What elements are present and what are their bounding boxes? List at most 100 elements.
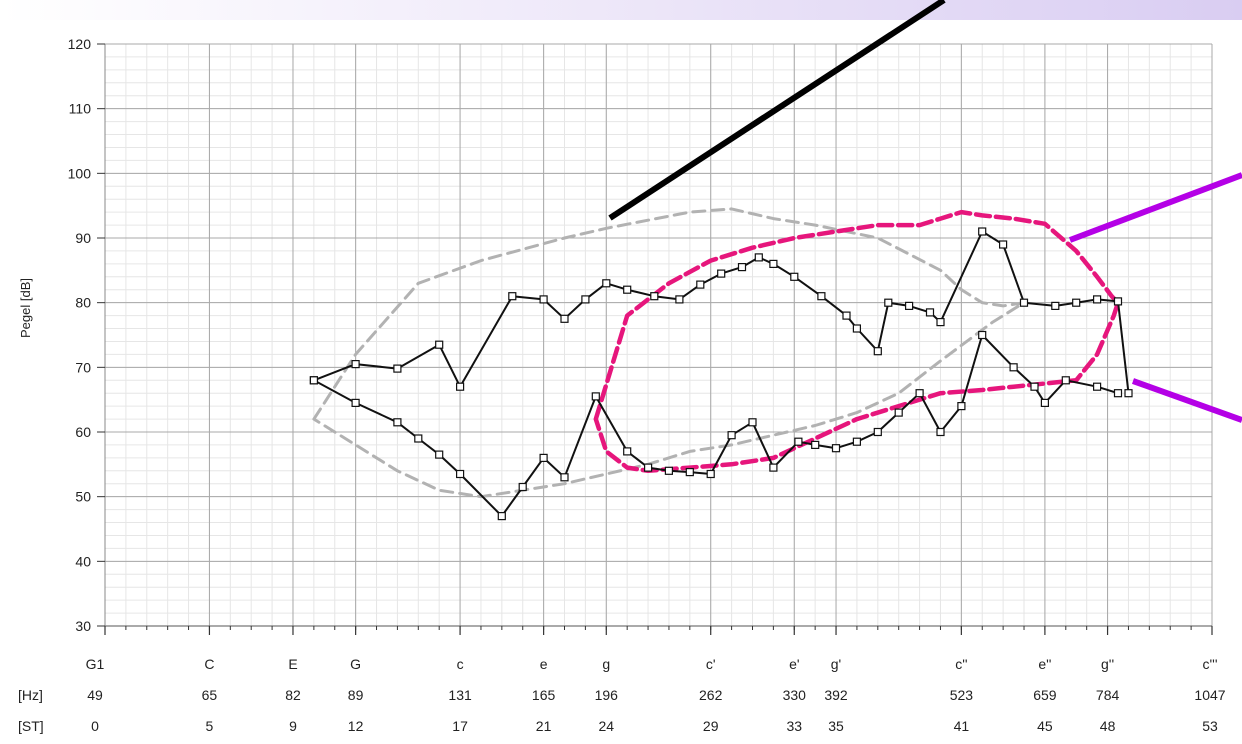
- x-row-value: 5: [206, 718, 214, 734]
- series-1-point: [309, 376, 318, 385]
- x-row-value: 0: [91, 718, 99, 734]
- pointer-line-violet-lower: [1131, 378, 1242, 423]
- series-0-point: [794, 437, 803, 446]
- series-0-point: [1030, 382, 1039, 391]
- series-0-point: [560, 473, 569, 482]
- x-row-value: 659: [1033, 687, 1057, 703]
- series-1-point: [925, 308, 935, 317]
- series-0-point: [1009, 363, 1018, 372]
- x-row-value: C: [204, 656, 214, 672]
- series-0-point: [706, 469, 715, 479]
- x-row-value: 17: [452, 718, 468, 734]
- y-tick-label: 120: [68, 36, 92, 52]
- series-1-point: [539, 295, 548, 304]
- series-1-point: [1072, 298, 1081, 307]
- series-0-point: [852, 437, 862, 446]
- series-0-point: [664, 466, 674, 475]
- x-row-value: G: [350, 656, 361, 672]
- series-1-point: [1019, 298, 1029, 307]
- x-row-value: E: [288, 656, 297, 672]
- x-row-value: 1047: [1194, 687, 1225, 703]
- x-row-value: 45: [1037, 718, 1053, 734]
- y-tick-label: 60: [75, 424, 91, 440]
- x-row-value: 41: [954, 718, 970, 734]
- series-1-point: [817, 292, 826, 301]
- x-row-value: 89: [348, 687, 364, 703]
- series-0-point: [894, 408, 903, 417]
- series-0-point: [591, 392, 600, 401]
- x-row-value: 784: [1096, 687, 1120, 703]
- series-1-point: [873, 347, 882, 356]
- x-row-value: g: [602, 656, 610, 672]
- x-row-value: 262: [699, 687, 723, 703]
- x-row-value: 523: [950, 687, 974, 703]
- series-0-point: [811, 440, 820, 449]
- series-0-point: [727, 431, 736, 440]
- series-0-point: [769, 463, 778, 472]
- series-0-point: [915, 389, 924, 398]
- series-0-point: [643, 463, 653, 472]
- series-1-point: [1124, 389, 1133, 398]
- x-row-value: 53: [1202, 718, 1218, 734]
- x-row-value: 196: [595, 687, 619, 703]
- series-1-point: [998, 240, 1008, 249]
- y-axis-label: Pegel [dB]: [18, 278, 33, 338]
- series-1-point: [435, 340, 444, 349]
- x-row-value: 35: [828, 718, 844, 734]
- series-0-point: [539, 453, 548, 462]
- series-1-point: [581, 295, 590, 304]
- series-0-point: [623, 447, 632, 456]
- x-row-value: 165: [532, 687, 556, 703]
- series-1-point: [508, 292, 517, 301]
- series-1-point: [754, 253, 763, 262]
- series-1-point: [936, 318, 945, 327]
- series-1-point: [717, 269, 726, 278]
- x-row-label: [ST]: [18, 718, 44, 734]
- x-row-label: [Hz]: [18, 687, 43, 703]
- x-row-value: 82: [285, 687, 301, 703]
- x-row-value: 131: [448, 687, 472, 703]
- x-row-value: 9: [289, 718, 297, 734]
- series-1-point: [769, 259, 778, 268]
- series-0-point: [831, 444, 841, 453]
- series-1-point: [884, 298, 893, 307]
- series-0-point: [351, 398, 360, 407]
- series-0-point: [456, 469, 465, 479]
- series-layer: [309, 207, 1133, 521]
- series-line-2: [312, 207, 1026, 499]
- x-row-value: e'': [1038, 656, 1051, 672]
- pointer-line-violet-upper: [1068, 172, 1242, 243]
- pointer-line-black: [608, 0, 946, 221]
- series-1-point: [675, 295, 684, 304]
- x-row-value: 330: [783, 687, 807, 703]
- y-tick-label: 90: [75, 230, 91, 246]
- x-row-value: 49: [87, 687, 103, 703]
- series-1-point: [852, 324, 862, 333]
- x-row-value: 24: [599, 718, 615, 734]
- series-1-point: [1092, 295, 1102, 304]
- series-1-point: [623, 285, 632, 294]
- series-0-point: [393, 418, 402, 427]
- series-1-point: [790, 272, 799, 281]
- series-1-point: [696, 280, 705, 289]
- x-row-value: 48: [1100, 718, 1116, 734]
- y-tick-label: 50: [75, 489, 91, 505]
- series-1-point: [351, 360, 360, 369]
- series-0-point: [1092, 382, 1102, 391]
- x-row-value: e: [540, 656, 548, 672]
- x-row-value: 65: [202, 687, 218, 703]
- series-1-point: [393, 364, 402, 373]
- series-1-point: [602, 279, 611, 288]
- x-row-value: g'': [1101, 656, 1114, 672]
- series-1-point: [650, 292, 659, 301]
- series-0-point: [685, 468, 694, 477]
- series-0-point: [936, 427, 945, 437]
- x-row-value: 21: [536, 718, 552, 734]
- series-0-point: [978, 330, 987, 340]
- x-row-value: G1: [86, 656, 105, 672]
- series-1-point: [560, 314, 569, 323]
- series-1-point: [904, 301, 914, 310]
- series-1-point: [737, 263, 747, 272]
- series-0-point: [748, 418, 757, 427]
